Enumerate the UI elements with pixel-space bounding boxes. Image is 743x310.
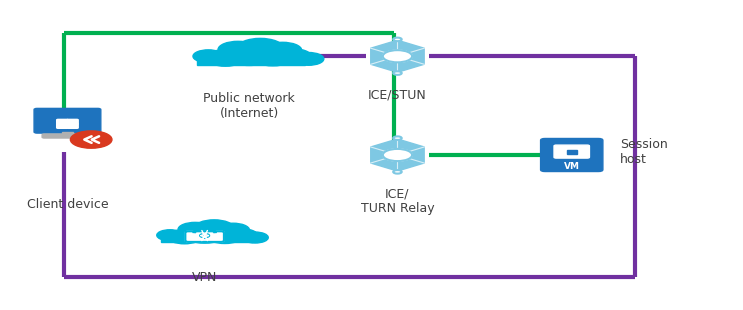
Circle shape — [263, 42, 302, 58]
FancyBboxPatch shape — [67, 124, 78, 128]
Text: VPN: VPN — [192, 271, 217, 284]
Circle shape — [293, 52, 324, 65]
Text: Public network
(Internet): Public network (Internet) — [204, 92, 295, 120]
Circle shape — [216, 223, 250, 237]
Polygon shape — [371, 139, 424, 171]
Circle shape — [195, 220, 234, 236]
Circle shape — [200, 233, 210, 238]
Circle shape — [205, 50, 245, 66]
Circle shape — [276, 49, 311, 64]
Circle shape — [393, 71, 402, 75]
Circle shape — [227, 229, 258, 241]
Circle shape — [251, 48, 294, 66]
Circle shape — [218, 41, 258, 58]
Circle shape — [242, 232, 268, 243]
FancyBboxPatch shape — [197, 55, 305, 64]
FancyBboxPatch shape — [34, 108, 101, 133]
Circle shape — [193, 50, 224, 63]
Text: Session
host: Session host — [620, 138, 668, 166]
Text: VM: VM — [564, 162, 580, 171]
FancyBboxPatch shape — [62, 131, 73, 136]
Circle shape — [393, 38, 402, 41]
Circle shape — [383, 50, 412, 62]
FancyBboxPatch shape — [56, 124, 68, 128]
Text: Client device: Client device — [27, 198, 108, 211]
FancyBboxPatch shape — [185, 231, 224, 242]
FancyBboxPatch shape — [67, 119, 78, 124]
Circle shape — [182, 224, 227, 243]
Circle shape — [237, 38, 283, 58]
FancyBboxPatch shape — [42, 134, 93, 138]
Text: ICE/
TURN Relay: ICE/ TURN Relay — [360, 188, 434, 215]
FancyBboxPatch shape — [554, 145, 589, 158]
Circle shape — [167, 229, 201, 244]
Polygon shape — [371, 40, 424, 72]
FancyBboxPatch shape — [56, 119, 68, 124]
Circle shape — [71, 131, 112, 148]
FancyBboxPatch shape — [541, 139, 603, 171]
Circle shape — [383, 149, 412, 161]
Text: ICE/STUN: ICE/STUN — [368, 89, 426, 102]
Circle shape — [157, 230, 184, 241]
Circle shape — [393, 170, 402, 174]
Circle shape — [393, 136, 402, 140]
Circle shape — [178, 222, 212, 237]
Circle shape — [223, 44, 275, 65]
FancyBboxPatch shape — [160, 234, 252, 242]
Circle shape — [207, 228, 243, 243]
FancyBboxPatch shape — [567, 150, 577, 153]
